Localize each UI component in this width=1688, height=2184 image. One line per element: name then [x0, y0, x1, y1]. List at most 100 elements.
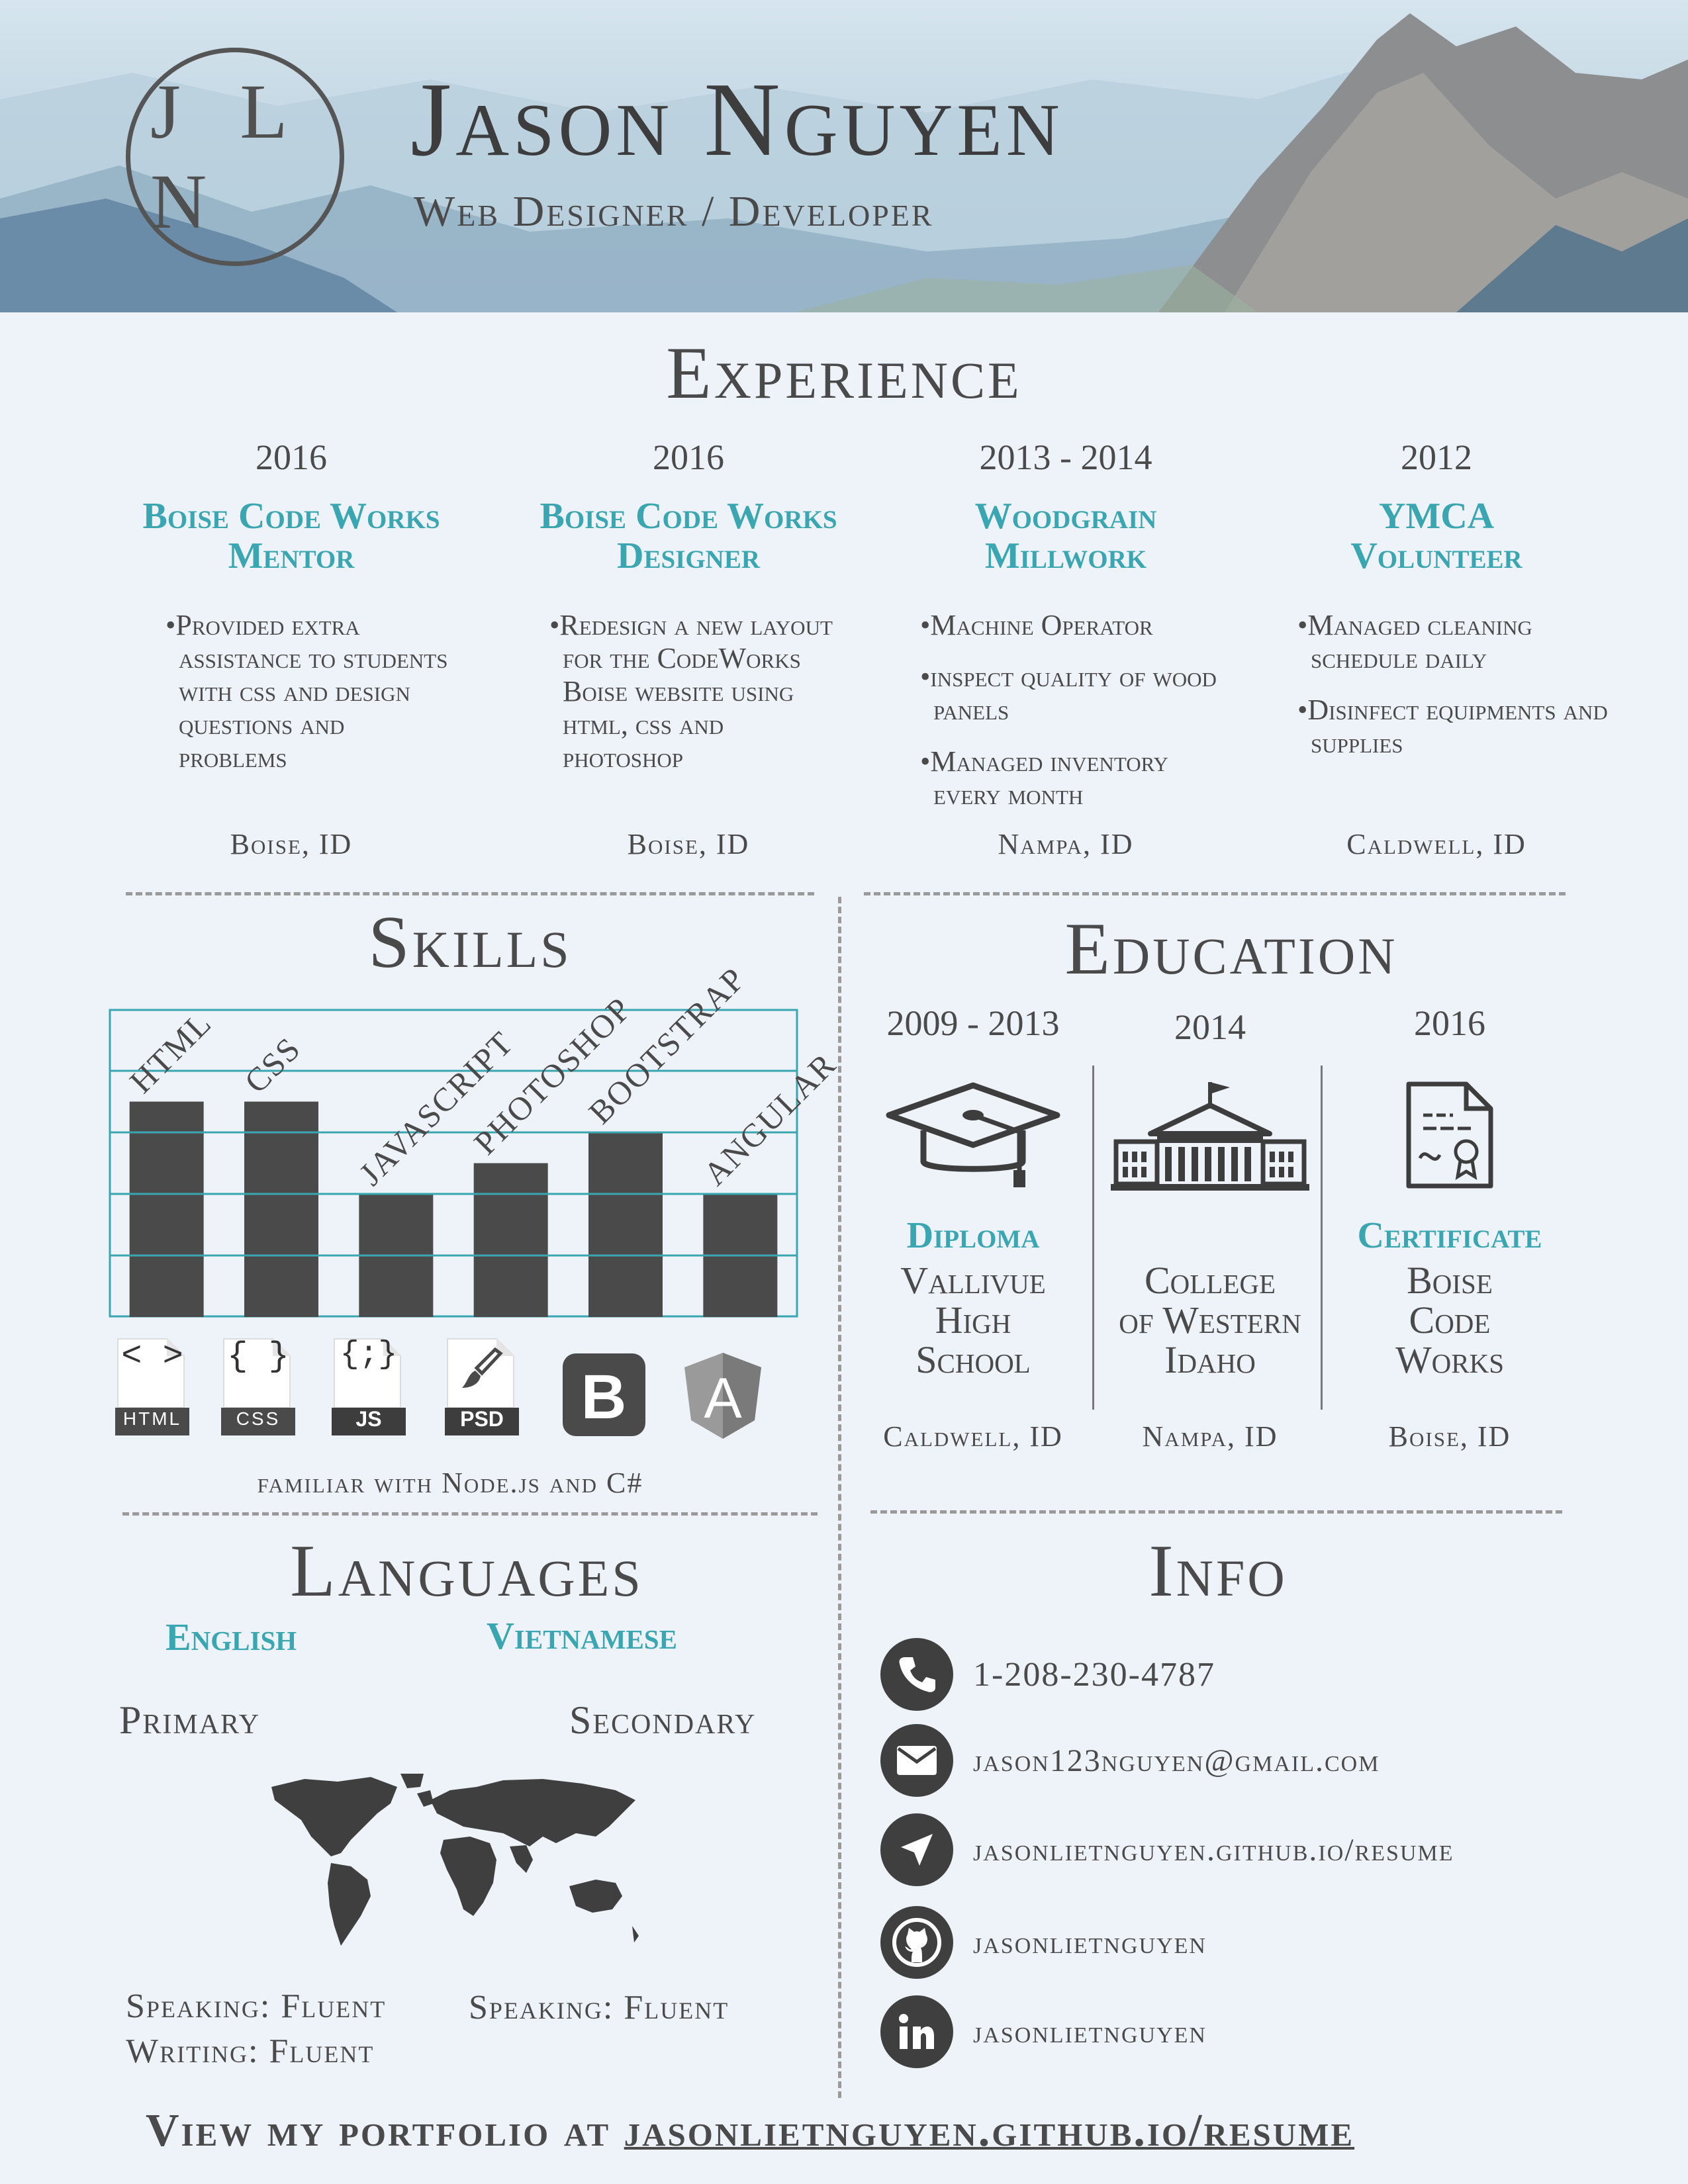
education-item: 2016 Certificate Boise Code Works Boise,… [1331, 1003, 1569, 1453]
skill-label: CSS [237, 1030, 308, 1101]
language-name: English [165, 1615, 297, 1659]
html-glyph: < > [121, 1337, 183, 1376]
education-degree [1091, 1214, 1329, 1261]
education-degree: Certificate [1357, 1215, 1542, 1256]
education-year: 2009 - 2013 [886, 1003, 1060, 1043]
website-link[interactable]: jasonlietnguyen.github.io/resume [973, 1832, 1454, 1868]
experience-location: Boise, ID [627, 828, 750, 860]
js-file-icon [329, 1334, 408, 1439]
skills-heading: Skills [368, 901, 572, 983]
job-subtitle: Web Designer / Developer [414, 187, 934, 236]
divider [126, 892, 814, 895]
experience-title-line: Designer [617, 535, 760, 576]
education-degree: Diploma [906, 1215, 1040, 1256]
experience-title-line: Boise Code Works [142, 496, 440, 537]
experience-item: 2013 - 2014 Woodgrain Millwork •Machine … [880, 437, 1251, 861]
college-building-icon [1091, 1069, 1329, 1201]
email-icon [880, 1724, 953, 1797]
js-glyph: {;} [340, 1337, 398, 1373]
github-username[interactable]: jasonlietnguyen [973, 1925, 1207, 1960]
css-file-icon [218, 1334, 298, 1439]
footer-prefix: View my portfolio at [146, 2105, 611, 2156]
education-year: 2016 [1414, 1003, 1485, 1043]
psd-label: PSD [460, 1407, 504, 1431]
education-school: Boise Code Works [1331, 1261, 1569, 1420]
skill-bar [473, 1163, 548, 1317]
certificate-icon [1331, 1069, 1569, 1201]
experience-location: Caldwell, ID [1346, 828, 1526, 860]
language-name: Vietnamese [487, 1614, 677, 1657]
experience-title-line: Woodgrain [974, 496, 1157, 537]
portfolio-footer: View my portfolio at jasonlietnguyen.git… [146, 2105, 1354, 2158]
link-icon [880, 1813, 953, 1886]
angular-icon: A [682, 1350, 765, 1443]
email-address[interactable]: jason123nguyen@gmail.com [973, 1743, 1380, 1778]
html-label: HTML [122, 1408, 182, 1429]
school-name-line: Idaho [1164, 1338, 1256, 1381]
education-heading: Education [1064, 908, 1398, 990]
education-separator [1321, 1066, 1323, 1410]
experience-title-line: Volunteer [1350, 535, 1523, 576]
html-file-icon [113, 1334, 192, 1439]
school-name-line: Boise [1407, 1259, 1493, 1302]
experience-location: Nampa, ID [998, 828, 1134, 860]
school-name-line: Code [1409, 1298, 1491, 1342]
svg-text:B: B [581, 1362, 627, 1432]
experience-year: 2016 [256, 437, 327, 477]
education-location: Caldwell, ID [883, 1420, 1063, 1453]
skill-bar [588, 1132, 663, 1317]
languages-heading: Languages [290, 1530, 643, 1612]
info-website: jasonlietnguyen.github.io/resume [880, 1813, 1454, 1886]
experience-item: 2016 Boise Code Works Designer •Redesign… [503, 437, 874, 861]
experience-bullet: •Disinfect equipments and supplies [1297, 694, 1608, 759]
experience-title: Boise Code Works Designer [503, 496, 874, 609]
education-location: Boise, ID [1388, 1420, 1511, 1453]
vertical-divider [838, 897, 841, 2098]
phone-icon [880, 1638, 953, 1711]
experience-heading: Experience [666, 332, 1022, 414]
psd-file-icon [442, 1334, 522, 1439]
experience-bullets: •Provided extra assistance to students w… [106, 609, 477, 827]
experience-bullets: •Machine Operator •inspect quality of wo… [880, 609, 1251, 827]
experience-title-line: Boise Code Works [539, 496, 837, 537]
monogram-logo: J L N [126, 48, 344, 266]
education-school: Vallivue High School [854, 1261, 1092, 1420]
svg-text:A: A [704, 1367, 742, 1430]
divider [870, 1510, 1562, 1514]
info-heading: Info [1149, 1530, 1288, 1612]
skill-bar [129, 1101, 204, 1317]
familiar-note: familiar with Node.js and C# [257, 1467, 643, 1499]
education-item: 2009 - 2013 Diploma Vallivue High School… [854, 1003, 1092, 1453]
chart-frame [109, 1009, 798, 1318]
experience-year: 2012 [1401, 437, 1472, 477]
portfolio-link[interactable]: jasonlietnguyen.github.io/resume [624, 2105, 1355, 2156]
github-icon [880, 1906, 953, 1979]
experience-bullet: •Machine Operator [920, 609, 1153, 641]
skill-label: HTML [122, 1004, 218, 1100]
experience-title: YMCA Volunteer [1251, 496, 1622, 609]
phone-number[interactable]: 1-208-230-4787 [973, 1655, 1215, 1694]
experience-bullets: •Redesign a new layout for the CodeWorks… [503, 609, 874, 827]
experience-bullet: •inspect quality of wood panels [920, 660, 1217, 726]
header-banner: J L N Jason Nguyen Web Designer / Develo… [0, 0, 1688, 312]
experience-bullets: •Managed cleaning schedule daily •Disinf… [1251, 609, 1622, 827]
info-github: jasonlietnguyen [880, 1906, 1207, 1979]
experience-title-line: Mentor [228, 535, 355, 576]
english-fluency: Speaking: Fluent Writing: Fluent [126, 1984, 386, 2074]
skills-bar-chart: HTML CSS JAVASCRIPTPHOTOSHOPBOOTSTRAPANGUL… [109, 960, 843, 1318]
education-year: 2014 [1174, 1007, 1246, 1047]
info-phone: 1-208-230-4787 [880, 1638, 1215, 1711]
education-location: Nampa, ID [1142, 1420, 1278, 1453]
bootstrap-icon: B [563, 1353, 645, 1436]
fluency-line: Speaking: Fluent [469, 1989, 729, 2026]
school-name-line: School [915, 1338, 1031, 1381]
divider [864, 892, 1566, 895]
graduation-cap-icon [854, 1069, 1092, 1201]
linkedin-username[interactable]: jasonlietnguyen [973, 2014, 1207, 2050]
school-name-line: Works [1395, 1338, 1505, 1381]
school-name-line: of Western [1119, 1298, 1301, 1342]
js-label: JS [355, 1407, 382, 1431]
skill-label: ANGULAR [696, 1045, 843, 1192]
experience-year: 2013 - 2014 [979, 437, 1152, 477]
school-name-line: High [935, 1298, 1011, 1342]
